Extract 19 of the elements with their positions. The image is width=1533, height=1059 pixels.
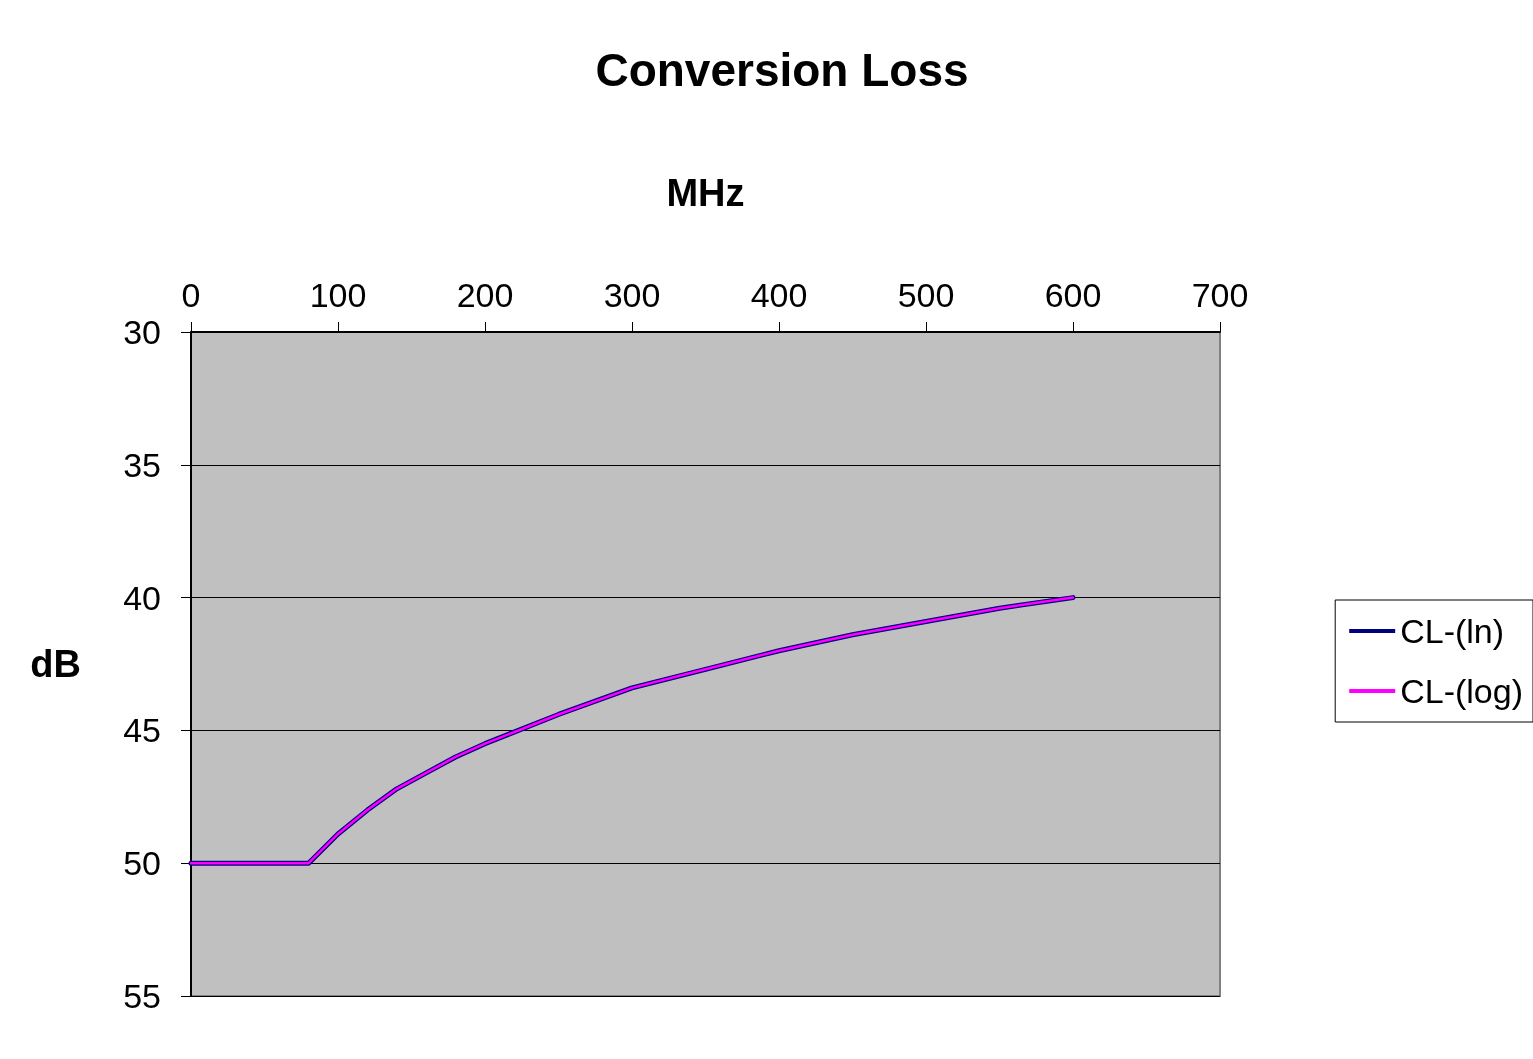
- x-tick-label: 400: [750, 276, 808, 314]
- x-tick-label: 0: [181, 276, 201, 314]
- x-tick-label: 700: [1191, 276, 1249, 314]
- y-tick-label: 35: [123, 445, 161, 484]
- x-tick-label: 200: [456, 276, 514, 314]
- x-tick-label: 100: [309, 276, 367, 314]
- legend-label: CL-(ln): [1400, 612, 1505, 650]
- x-axis-title: MHz: [666, 172, 745, 214]
- x-tick-label: 500: [897, 276, 955, 314]
- y-tick-label: 50: [123, 844, 161, 883]
- y-tick-label: 40: [123, 578, 161, 617]
- y-axis-title: dB: [30, 643, 81, 685]
- legend-label: CL-(log): [1400, 672, 1524, 710]
- x-tick-label: 300: [603, 276, 661, 314]
- y-tick-label: 55: [123, 977, 161, 1015]
- y-tick-label: 45: [123, 711, 161, 750]
- chart-title: Conversion Loss: [595, 44, 969, 96]
- y-tick-label: 30: [123, 313, 161, 351]
- x-tick-label: 600: [1044, 276, 1102, 314]
